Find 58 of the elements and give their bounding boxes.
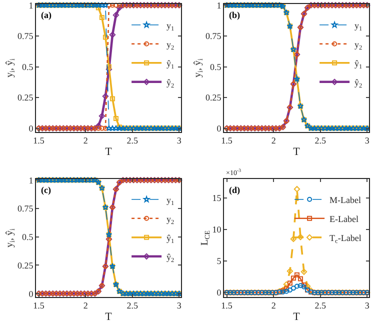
x-axis-title: T [293, 310, 300, 323]
y-tick-label: 0 [216, 288, 222, 298]
legend-label: y$_{1}$ [166, 194, 174, 207]
x-tick-label: 2.5 [126, 300, 138, 311]
y-tick-label: 0.25 [18, 92, 34, 103]
legend-label: y$_{2}$ [166, 39, 174, 52]
annotation: (d) [229, 185, 240, 195]
y-tick-label: 0.5 [22, 62, 34, 72]
y-tick-label: 1 [28, 0, 34, 10]
annotation: (a) [41, 10, 52, 20]
y-tick-label: 0 [28, 288, 34, 299]
legend-label: y$_{1}$ [354, 20, 362, 32]
x-tick-label: 3 [176, 300, 182, 311]
x-tick-label: 1.5 [221, 300, 233, 311]
legend-label: y$_{1}$ [166, 20, 174, 32]
y-tick-label: 0.5 [22, 232, 34, 242]
y-tick-label: 0.5 [210, 62, 222, 72]
legend-label: ŷ$_{1}$ [166, 232, 174, 245]
y-tick-label: 0.75 [18, 204, 34, 214]
x-tick-label: 1.5 [221, 136, 233, 146]
y-tick-label: 10 [212, 224, 222, 235]
x-tick-label: 3 [176, 136, 182, 146]
x-tick-label: 2 [83, 136, 88, 146]
x-axis-title: T [105, 146, 112, 158]
y-tick-label: 15 [212, 193, 222, 204]
x-tick-label: 1.5 [33, 300, 45, 311]
y-tick-label: 0.75 [18, 31, 34, 42]
y-tick-label: 0.75 [206, 31, 222, 42]
legend-label: y$_{2}$ [166, 214, 174, 226]
legend-label: ŷ$_{2}$ [354, 77, 362, 90]
x-tick-label: 2.5 [314, 300, 326, 311]
x-tick-label: 3 [364, 300, 370, 311]
y-tick-label: 0 [28, 123, 34, 134]
y-tick-label: 5 [216, 256, 222, 266]
legend-label: M-Label [330, 194, 362, 205]
legend-label: ŷ$_{2}$ [166, 252, 174, 264]
y-tick-label: 1 [216, 0, 222, 10]
annotation: (c) [41, 185, 51, 195]
legend-label: E-Label [330, 214, 360, 224]
x-tick-label: 3 [364, 136, 370, 146]
x-tick-label: 1.5 [33, 136, 45, 146]
y-tick-label: 0.25 [206, 92, 222, 103]
legend-label: ŷ$_{1}$ [166, 58, 174, 70]
y-tick-label: 1 [28, 175, 34, 186]
x-tick-label: 2.5 [126, 136, 138, 146]
x-tick-label: 2 [271, 136, 276, 146]
legend-label: ŷ$_{2}$ [166, 77, 174, 90]
x-tick-label: 2 [271, 300, 276, 311]
x-axis-title: T [293, 146, 300, 158]
legend-label: ŷ$_{1}$ [354, 58, 362, 70]
x-tick-label: 2 [83, 300, 88, 311]
y-tick-label: 0.25 [18, 260, 34, 270]
x-tick-label: 2.5 [314, 136, 326, 146]
y-tick-label: 0 [216, 123, 222, 134]
x-axis-title: T [105, 310, 112, 323]
legend-label: y$_{2}$ [354, 39, 362, 52]
annotation: (b) [229, 10, 240, 20]
legend-label: T$_{c}$-Label [330, 232, 362, 245]
